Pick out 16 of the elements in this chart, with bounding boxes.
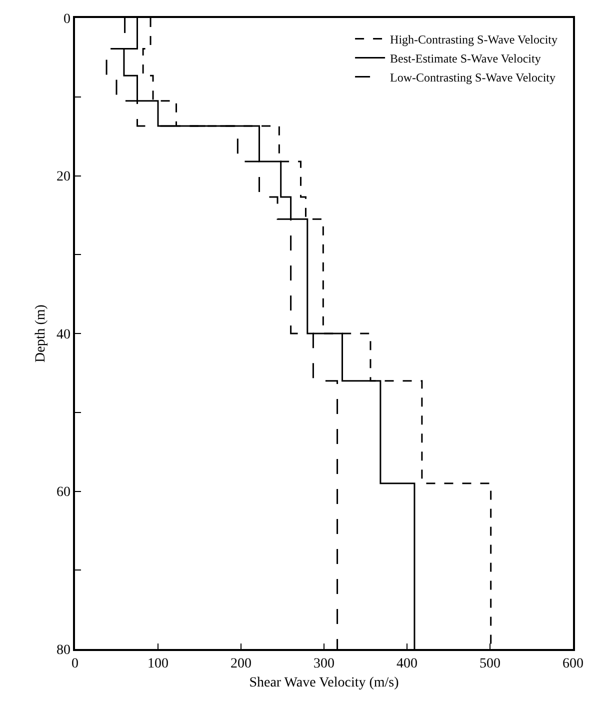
x-tick-label: 300: [314, 656, 334, 672]
y-tick-label: 60: [56, 485, 70, 500]
y-tick-label: 40: [56, 327, 70, 342]
y-axis-title: Depth (m): [34, 304, 49, 362]
legend-label: Best-Estimate S-Wave Velocity: [390, 51, 541, 66]
legend-label: Low-Contrasting S-Wave Velocity: [390, 70, 556, 84]
x-tick-label: 500: [480, 656, 500, 672]
x-tick-label: 600: [562, 656, 584, 672]
x-axis-title: Shear Wave Velocity (m/s): [249, 675, 400, 690]
y-tick-label: 80: [56, 642, 70, 658]
y-tick-label: 20: [56, 170, 70, 185]
y-tick-label: 0: [63, 12, 70, 27]
x-tick-label: 200: [230, 656, 252, 672]
x-tick-label: 400: [396, 656, 418, 672]
legend-label: High-Contrasting S-Wave Velocity: [390, 32, 558, 46]
x-tick-label: 100: [148, 656, 168, 672]
